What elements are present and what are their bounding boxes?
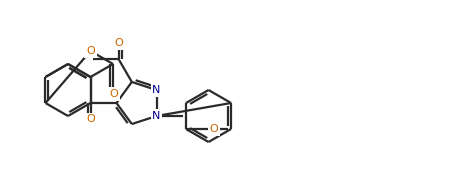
- Text: N: N: [152, 85, 161, 95]
- Text: O: O: [86, 114, 95, 124]
- Text: O: O: [209, 124, 218, 134]
- Text: N: N: [152, 111, 161, 121]
- Text: O: O: [110, 89, 118, 99]
- Text: O: O: [114, 38, 123, 48]
- Text: O: O: [86, 46, 95, 56]
